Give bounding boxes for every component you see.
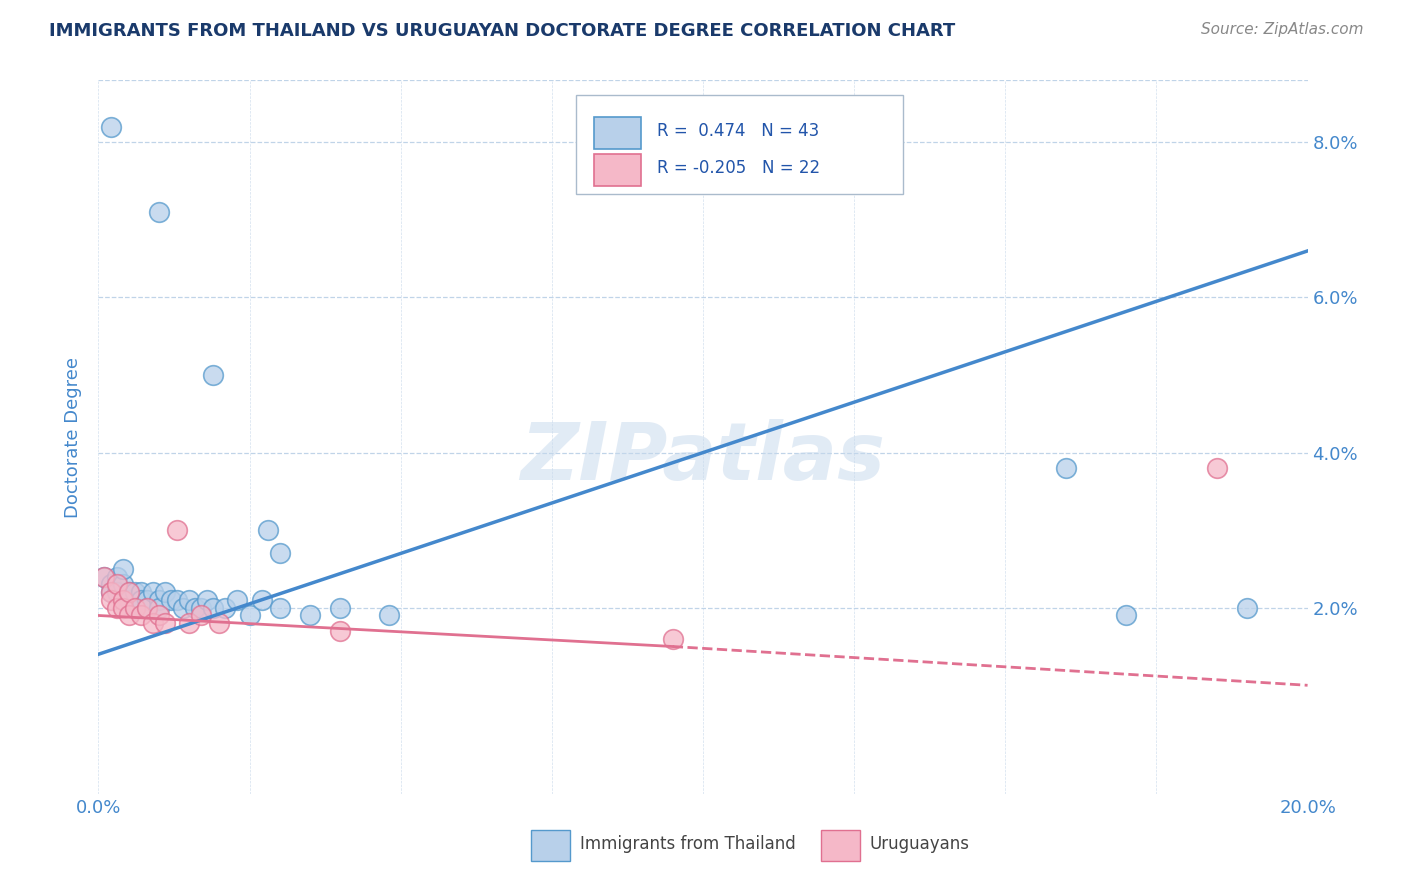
Text: Source: ZipAtlas.com: Source: ZipAtlas.com xyxy=(1201,22,1364,37)
Point xyxy=(190,608,212,623)
FancyBboxPatch shape xyxy=(595,153,641,186)
Point xyxy=(118,593,141,607)
Point xyxy=(148,608,170,623)
Point xyxy=(256,523,278,537)
Point xyxy=(239,608,262,623)
Point xyxy=(135,593,157,607)
Point xyxy=(124,585,146,599)
Point xyxy=(105,570,128,584)
Point xyxy=(226,593,249,607)
Point xyxy=(661,632,683,646)
Text: R = -0.205   N = 22: R = -0.205 N = 22 xyxy=(657,159,820,177)
Point xyxy=(1115,608,1137,623)
Point xyxy=(105,600,128,615)
Point xyxy=(111,593,134,607)
Text: Uruguayans: Uruguayans xyxy=(870,835,970,853)
Point xyxy=(179,616,201,631)
Point xyxy=(148,593,170,607)
Point xyxy=(100,585,122,599)
Point xyxy=(160,593,183,607)
Point xyxy=(153,585,176,599)
Point xyxy=(124,600,146,615)
Point xyxy=(118,608,141,623)
Point xyxy=(269,546,291,560)
Point xyxy=(124,600,146,615)
Point xyxy=(105,577,128,591)
Point xyxy=(100,585,122,599)
Point xyxy=(329,600,352,615)
Point xyxy=(142,616,165,631)
Point xyxy=(93,570,115,584)
Point xyxy=(135,600,157,615)
Point xyxy=(148,600,170,615)
Point xyxy=(148,205,170,219)
Point xyxy=(93,570,115,584)
Point xyxy=(129,608,152,623)
Text: Immigrants from Thailand: Immigrants from Thailand xyxy=(579,835,796,853)
Point xyxy=(179,593,201,607)
Point xyxy=(100,577,122,591)
Point xyxy=(166,523,188,537)
Point xyxy=(1236,600,1258,615)
Point xyxy=(377,608,399,623)
Point xyxy=(135,600,157,615)
Point xyxy=(111,577,134,591)
Point xyxy=(118,585,141,599)
Point xyxy=(111,562,134,576)
Point xyxy=(166,593,188,607)
Point xyxy=(250,593,273,607)
Point xyxy=(329,624,352,638)
Text: ZIPatlas: ZIPatlas xyxy=(520,419,886,498)
Point xyxy=(1054,461,1077,475)
FancyBboxPatch shape xyxy=(821,830,860,861)
Point xyxy=(129,585,152,599)
FancyBboxPatch shape xyxy=(576,95,903,194)
Point xyxy=(153,616,176,631)
Point xyxy=(142,585,165,599)
FancyBboxPatch shape xyxy=(531,830,569,861)
Point xyxy=(190,600,212,615)
Point xyxy=(118,585,141,599)
Point xyxy=(269,600,291,615)
Point xyxy=(111,600,134,615)
Point xyxy=(172,600,194,615)
Point xyxy=(105,585,128,599)
Point xyxy=(299,608,322,623)
Point xyxy=(195,593,218,607)
Point xyxy=(1206,461,1229,475)
Text: R =  0.474   N = 43: R = 0.474 N = 43 xyxy=(657,121,820,139)
Text: IMMIGRANTS FROM THAILAND VS URUGUAYAN DOCTORATE DEGREE CORRELATION CHART: IMMIGRANTS FROM THAILAND VS URUGUAYAN DO… xyxy=(49,22,956,40)
Point xyxy=(202,600,225,615)
Point xyxy=(184,600,207,615)
Point xyxy=(208,616,231,631)
Point xyxy=(202,368,225,382)
Point xyxy=(100,120,122,134)
Point xyxy=(129,593,152,607)
Y-axis label: Doctorate Degree: Doctorate Degree xyxy=(65,357,83,517)
Point xyxy=(100,593,122,607)
Point xyxy=(214,600,236,615)
FancyBboxPatch shape xyxy=(595,117,641,149)
